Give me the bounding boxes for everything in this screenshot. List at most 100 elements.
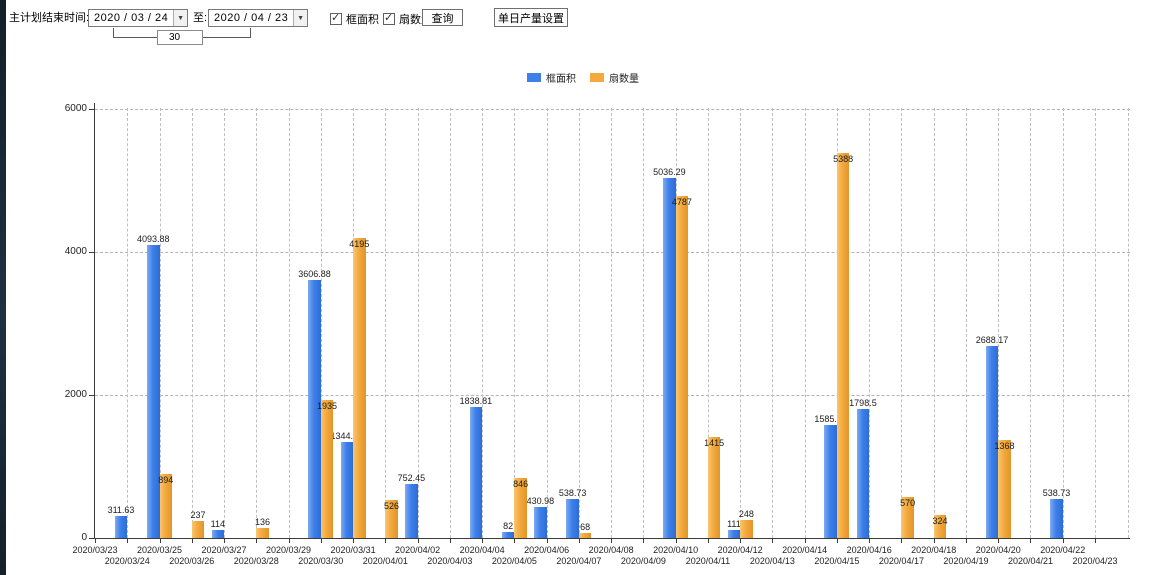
y-tick <box>89 109 95 110</box>
bar-fan-count <box>901 497 914 538</box>
bracket-line-left-horizontal <box>113 37 157 38</box>
x-tick <box>675 538 677 543</box>
bar-fan-count <box>707 436 721 538</box>
x-tick-label: 2020/04/10 <box>653 545 699 555</box>
x-tick-label: 2020/04/02 <box>395 545 441 555</box>
x-tick <box>385 538 387 543</box>
plot-right-gridline <box>1128 108 1129 538</box>
date-from-value[interactable]: 2020 / 03 / 24 <box>94 12 169 24</box>
x-tick-label: 2020/04/18 <box>911 545 957 555</box>
x-gridline <box>127 108 129 538</box>
x-tick-label: 2020/04/04 <box>459 545 505 555</box>
bar-fan-count <box>675 195 689 538</box>
x-gridline <box>804 108 806 538</box>
x-tick <box>320 538 322 543</box>
y-gridline <box>95 109 1130 110</box>
x-tick <box>514 538 516 543</box>
x-gridline <box>611 108 613 538</box>
x-gridline <box>288 108 290 538</box>
legend-item-frame-area[interactable]: 框面积 <box>527 70 576 85</box>
y-tick <box>89 395 95 396</box>
bar-value-label: 752.45 <box>397 473 426 484</box>
x-tick-label: 2020/03/24 <box>104 556 150 566</box>
bar-value-label: 1585.96 <box>814 413 847 424</box>
x-tick <box>707 538 709 543</box>
daily-output-settings-button[interactable]: 单日产量设置 <box>494 8 568 27</box>
bracket-line-right-horizontal <box>203 37 250 38</box>
bracket-line-right-vertical <box>250 28 251 38</box>
bar-value-label: 311.63 <box>107 504 135 515</box>
x-gridline <box>1030 108 1032 538</box>
bar-value-label: 430.98 <box>526 496 555 507</box>
bar-frame-area <box>114 515 128 538</box>
bar-fan-count <box>353 238 366 538</box>
x-tick-label: 2020/03/27 <box>201 545 247 555</box>
y-axis-line <box>94 103 95 538</box>
x-tick-label: 2020/04/07 <box>556 556 602 566</box>
x-tick <box>1030 538 1032 543</box>
bar-value-label: 538.73 <box>1042 488 1071 499</box>
bar-fan-count <box>514 477 527 538</box>
bar-frame-area <box>308 280 321 538</box>
frame-area-checkbox[interactable]: ✓ 框面积 <box>330 11 379 27</box>
x-tick-label: 2020/04/06 <box>524 545 570 555</box>
x-gridline <box>482 108 484 538</box>
date-to-picker[interactable]: 2020 / 04 / 23 ▼ <box>208 9 308 27</box>
x-gridline <box>256 108 258 538</box>
query-button[interactable]: 查询 <box>422 9 463 26</box>
x-gridline <box>578 108 580 538</box>
x-gridline <box>998 108 1000 538</box>
x-tick-label: 2020/04/14 <box>782 545 828 555</box>
x-tick <box>933 538 935 543</box>
bar-value-label: 1838.81 <box>459 395 493 406</box>
date-from-picker[interactable]: 2020 / 03 / 24 ▼ <box>88 9 188 27</box>
x-tick <box>256 538 258 543</box>
x-tick <box>159 538 161 543</box>
x-tick <box>288 538 290 543</box>
frame-area-checkbox-box[interactable]: ✓ <box>330 12 342 25</box>
bar-value-label: 526 <box>384 501 400 512</box>
x-tick <box>804 538 806 543</box>
bar-fan-count <box>320 399 334 538</box>
bar-frame-area <box>211 529 225 538</box>
bar-frame-area <box>824 424 837 538</box>
x-tick <box>998 538 1000 543</box>
legend-item-fan-count[interactable]: 扇数量 <box>590 70 639 85</box>
days-between-input[interactable]: 30 <box>157 30 203 45</box>
bar-fan-count <box>256 528 269 538</box>
x-tick <box>836 538 838 543</box>
x-tick <box>772 538 774 543</box>
bar-frame-area <box>1050 499 1063 538</box>
date-to-value[interactable]: 2020 / 04 / 23 <box>214 12 289 24</box>
x-tick <box>965 538 967 543</box>
x-tick-label: 2020/04/13 <box>749 556 795 566</box>
x-tick-label: 2020/04/16 <box>846 545 892 555</box>
bar-frame-area <box>727 530 741 538</box>
y-gridline <box>95 395 1130 396</box>
x-gridline <box>965 108 967 538</box>
date-to-dropdown-icon[interactable]: ▼ <box>293 10 307 26</box>
fan-count-checkbox-box[interactable]: ✓ <box>383 12 395 25</box>
x-tick <box>1062 538 1064 543</box>
date-from-dropdown-icon[interactable]: ▼ <box>173 10 187 26</box>
bar-value-label: 4195 <box>349 239 370 250</box>
bar-fan-count <box>740 520 753 538</box>
bar-value-label: 846 <box>513 478 529 489</box>
x-tick-label: 2020/03/25 <box>136 545 183 555</box>
x-tick-label: 2020/04/09 <box>620 556 666 566</box>
to-label: 至: <box>193 12 208 24</box>
x-tick-label: 2020/04/01 <box>362 556 408 566</box>
x-gridline <box>933 108 935 538</box>
bar-fan-count <box>159 474 173 538</box>
bar-frame-area <box>147 245 160 538</box>
x-gridline <box>159 108 161 538</box>
x-tick-label: 2020/04/12 <box>717 545 763 555</box>
x-tick <box>740 538 742 543</box>
y-tick <box>89 252 95 253</box>
chart-legend: 框面积 扇数量 <box>527 70 639 85</box>
x-tick-label: 2020/04/23 <box>1072 556 1118 566</box>
y-gridline <box>95 252 1130 253</box>
y-tick <box>89 538 95 539</box>
x-tick-label: 2020/03/31 <box>330 545 376 555</box>
bar-value-label: 1798.5 <box>849 398 877 409</box>
